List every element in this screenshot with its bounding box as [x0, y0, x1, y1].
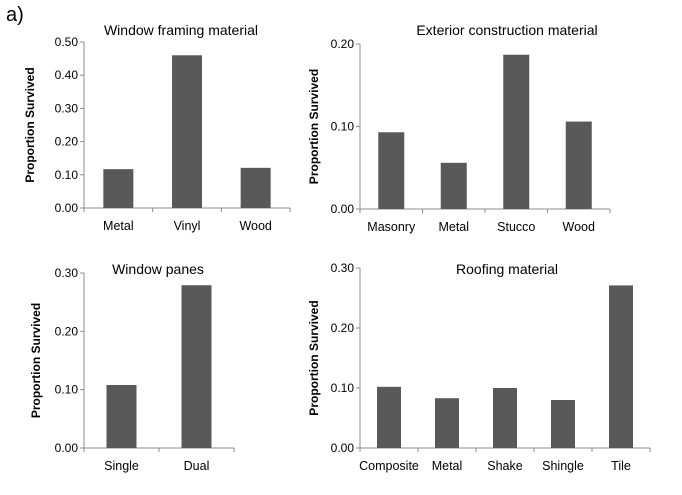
x-tick-label: Wood: [239, 219, 271, 233]
x-tick-label: Vinyl: [174, 219, 201, 233]
bar-stucco: [503, 54, 530, 209]
x-tick-label: Wood: [563, 220, 595, 234]
bar-single: [106, 385, 137, 448]
x-tick-label: Metal: [103, 219, 134, 233]
x-tick-label: Metal: [438, 220, 469, 234]
y-tick-label: 0.00: [331, 441, 355, 455]
chart-title: Window panes: [112, 261, 204, 277]
chart-title: Window framing material: [104, 22, 258, 38]
y-tick-label: 0.30: [331, 261, 355, 275]
y-tick-label: 0.20: [55, 324, 79, 338]
y-axis-label: Proportion Survived: [23, 67, 37, 182]
y-tick-label: 0.30: [55, 101, 79, 115]
chart-title: Roofing material: [456, 261, 558, 277]
y-tick-label: 0.00: [55, 441, 79, 455]
chart-4: Roofing material Proportion Survived 0.00 0…: [307, 261, 651, 473]
bar-tile: [609, 285, 633, 448]
bar-masonry: [378, 132, 405, 209]
x-tick-label: Metal: [432, 459, 463, 473]
chart-3: Window panes Proportion Survived 0.00 0.10 0…: [29, 261, 235, 473]
x-tick-label: Composite: [359, 459, 419, 473]
y-tick-label: 0.10: [331, 381, 355, 395]
bar-wood: [240, 167, 271, 208]
bar-metal: [440, 162, 467, 209]
x-tick-label: Stucco: [497, 220, 535, 234]
chart-2: Exterior construction material Proportion…: [307, 22, 611, 234]
x-tick-label: Shingle: [542, 459, 584, 473]
y-tick-label: 0.50: [55, 35, 79, 49]
chart-title: Exterior construction material: [416, 22, 597, 38]
x-tick-label: Dual: [184, 459, 210, 473]
x-tick-label: Tile: [611, 459, 631, 473]
bar-shake: [493, 388, 517, 448]
bar-dual: [181, 285, 212, 448]
y-tick-label: 0.10: [55, 168, 79, 182]
bar-shingle: [551, 400, 575, 448]
bar-metal: [103, 169, 134, 208]
chart-1: Window framing material Proportion Surviv…: [23, 22, 291, 233]
y-tick-label: 0.20: [331, 37, 355, 51]
y-tick-label: 0.20: [55, 135, 79, 149]
bar-metal: [435, 398, 459, 448]
y-tick-label: 0.00: [55, 201, 79, 215]
bar-vinyl: [172, 55, 202, 208]
y-tick-label: 0.20: [331, 321, 355, 335]
bar-wood: [565, 121, 592, 209]
y-axis-label: Proportion Survived: [29, 303, 43, 418]
x-tick-label: Single: [104, 459, 139, 473]
y-tick-label: 0.10: [331, 120, 355, 134]
x-tick-label: Shake: [487, 459, 522, 473]
y-axis-label: Proportion Survived: [307, 69, 321, 184]
bar-composite: [377, 386, 401, 448]
y-tick-label: 0.10: [55, 383, 79, 397]
y-axis-label: Proportion Survived: [307, 300, 321, 415]
y-tick-label: 0.40: [55, 68, 79, 82]
x-tick-label: Masonry: [367, 220, 416, 234]
panel-letter: a): [6, 4, 24, 26]
y-tick-label: 0.30: [55, 266, 79, 280]
y-tick-label: 0.00: [331, 202, 355, 216]
